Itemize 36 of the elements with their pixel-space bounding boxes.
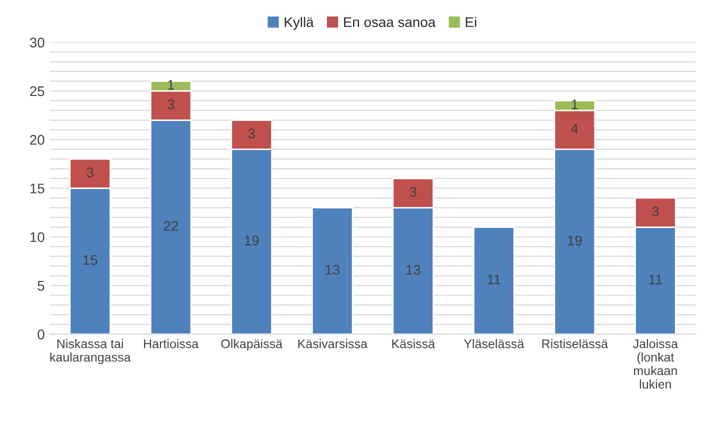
legend-label: Ei (466, 16, 476, 27)
data-label: 22 (164, 221, 178, 231)
data-label: 3 (652, 206, 659, 216)
x-tick-label: Käsissä (392, 339, 436, 348)
data-label: 11 (488, 274, 500, 284)
y-tick-label: 5 (38, 281, 44, 291)
x-tick-label: Ristiselässä (542, 339, 608, 348)
data-label: 13 (406, 264, 420, 275)
data-label: 3 (248, 128, 255, 138)
x-tick-label: Niskassa tai kaularangassa (50, 339, 131, 364)
legend-label: Kyllä (284, 16, 314, 30)
legend-label: En osaa sanoa (344, 17, 436, 28)
x-tick-label: Hartioissa (144, 339, 199, 348)
data-label: 19 (244, 236, 259, 246)
data-label: 1 (168, 80, 174, 90)
x-tick-label: Jaloissa (lonkat mukaan lukien (633, 339, 678, 389)
data-label: 3 (410, 186, 416, 197)
data-label: 3 (168, 99, 174, 110)
x-tick-label: Yläselässä (464, 339, 524, 348)
data-label: 15 (83, 255, 98, 265)
data-label: 13 (326, 264, 340, 275)
data-label: 19 (568, 236, 582, 246)
bar (473, 226, 515, 334)
y-tick-label: 15 (30, 184, 44, 194)
y-tick-label: 0 (38, 330, 44, 340)
y-tick-label: 30 (30, 38, 44, 48)
y-tick-label: 25 (30, 86, 44, 96)
x-tick-label: Käsivarsissa (298, 339, 368, 348)
data-label: 4 (571, 124, 578, 134)
y-tick-label: 10 (30, 232, 44, 242)
data-label: 1 (572, 100, 578, 110)
bar (311, 207, 354, 334)
data-label: 3 (86, 168, 94, 178)
data-label: 11 (649, 274, 662, 284)
x-tick-label: Olkapäissä (221, 339, 283, 351)
y-tick-label: 20 (30, 134, 44, 145)
